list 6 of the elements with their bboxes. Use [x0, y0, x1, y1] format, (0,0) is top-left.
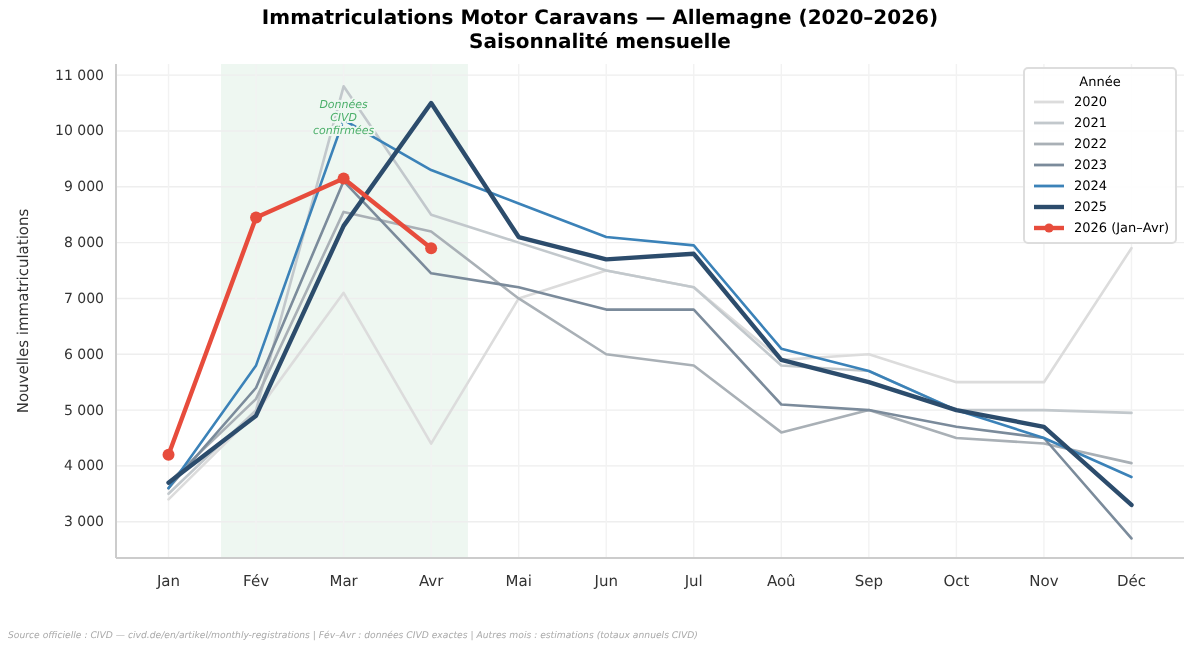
point [425, 242, 438, 255]
chart-subtitle: Saisonnalité mensuelle [469, 32, 732, 54]
point [337, 172, 350, 185]
point [250, 211, 263, 224]
chart-title: Immatriculations Motor Caravans — Allemagne (2020–2026) [261, 8, 939, 30]
point [162, 448, 175, 461]
